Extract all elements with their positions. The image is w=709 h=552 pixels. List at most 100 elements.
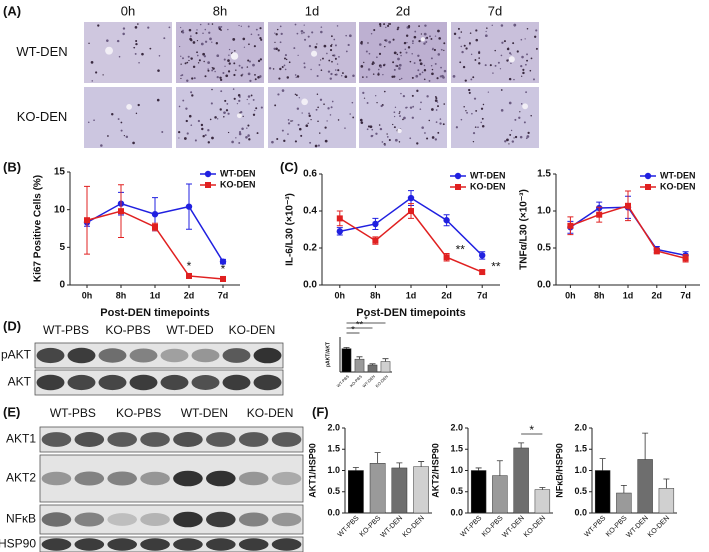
- stained-nucleus: [480, 121, 483, 124]
- stained-nucleus: [513, 78, 515, 81]
- stained-nucleus: [294, 93, 297, 96]
- stained-nucleus: [436, 77, 439, 80]
- blot-row-label: HSP90: [0, 537, 36, 551]
- stained-nucleus: [314, 144, 318, 148]
- error-bar: [418, 461, 425, 467]
- stained-nucleus: [184, 62, 187, 65]
- legend-label: WT-DEN: [220, 168, 256, 178]
- stained-nucleus: [381, 141, 384, 143]
- vessel: [420, 37, 425, 42]
- stained-nucleus: [458, 36, 461, 39]
- stained-nucleus: [138, 61, 140, 64]
- stained-nucleus: [404, 48, 407, 51]
- stained-nucleus: [524, 63, 527, 66]
- y-tick-label: 0: [59, 280, 65, 291]
- stained-nucleus: [415, 74, 419, 78]
- stained-nucleus: [411, 116, 414, 119]
- stained-nucleus: [219, 78, 223, 82]
- stained-nucleus: [372, 73, 375, 75]
- stained-nucleus: [134, 26, 138, 29]
- y-tick-label: 1.5: [450, 444, 463, 454]
- bar: [348, 470, 364, 514]
- stained-nucleus: [303, 38, 307, 41]
- bar: [616, 492, 632, 514]
- stained-nucleus: [207, 69, 210, 72]
- stained-nucleus: [182, 57, 184, 60]
- stained-nucleus: [225, 74, 229, 78]
- legend-marker: [644, 172, 652, 180]
- stained-nucleus: [519, 111, 521, 113]
- blot-band: [41, 471, 72, 486]
- stained-nucleus: [238, 24, 240, 27]
- stained-nucleus: [429, 35, 431, 38]
- row-label: WT-DEN: [16, 44, 67, 59]
- stained-nucleus: [252, 98, 255, 101]
- stained-nucleus: [303, 24, 305, 26]
- stained-nucleus: [211, 136, 214, 140]
- blot-band: [191, 348, 220, 363]
- annotation: *: [187, 259, 192, 273]
- data-point: [479, 252, 486, 259]
- stained-nucleus: [396, 65, 399, 67]
- blot-band: [107, 471, 137, 486]
- stained-nucleus: [471, 112, 473, 115]
- stained-nucleus: [255, 28, 258, 31]
- stained-nucleus: [398, 141, 401, 143]
- stained-nucleus: [524, 38, 526, 40]
- stained-nucleus: [418, 73, 422, 76]
- stained-nucleus: [392, 61, 395, 64]
- stained-nucleus: [284, 68, 287, 71]
- x-tick-label: 7d: [680, 290, 691, 300]
- stained-nucleus: [198, 59, 201, 62]
- stained-nucleus: [178, 130, 181, 134]
- stained-nucleus: [423, 64, 426, 67]
- x-tick-label: 8h: [370, 290, 381, 300]
- stained-nucleus: [376, 56, 378, 59]
- stained-nucleus: [462, 65, 466, 69]
- stained-nucleus: [431, 108, 434, 111]
- y-tick-label: 0.5: [574, 486, 587, 496]
- stained-nucleus: [412, 40, 414, 43]
- stained-nucleus: [472, 140, 475, 143]
- legend-label: WT-DEN: [470, 170, 506, 180]
- stained-nucleus: [315, 108, 318, 111]
- blot-row-label: pAKT: [1, 348, 32, 362]
- stained-nucleus: [435, 109, 438, 111]
- stained-nucleus: [231, 140, 234, 144]
- blot-band: [160, 374, 189, 391]
- column-label: 0h: [121, 3, 135, 18]
- stained-nucleus: [359, 118, 363, 122]
- stained-nucleus: [247, 95, 251, 98]
- stained-nucleus: [216, 118, 219, 120]
- error-bar: [369, 363, 376, 365]
- stained-nucleus: [233, 62, 236, 65]
- stained-nucleus: [500, 109, 504, 112]
- stained-nucleus: [259, 36, 262, 40]
- histology-image: [268, 87, 356, 148]
- x-tick-label: KO-DEN: [374, 374, 389, 389]
- stained-nucleus: [393, 51, 397, 55]
- stained-nucleus: [106, 39, 109, 42]
- stained-nucleus: [382, 73, 384, 76]
- stained-nucleus: [247, 124, 250, 127]
- stained-nucleus: [220, 26, 223, 28]
- stained-nucleus: [475, 29, 478, 32]
- stained-nucleus: [330, 106, 333, 109]
- bar: [637, 459, 653, 514]
- stained-nucleus: [480, 107, 484, 110]
- data-point: [118, 208, 124, 215]
- vessel: [508, 56, 515, 63]
- stained-nucleus: [141, 52, 144, 56]
- stained-nucleus: [275, 33, 278, 36]
- blot-band: [107, 432, 137, 447]
- y-tick-label: 0.2: [303, 243, 317, 254]
- stained-nucleus: [207, 129, 210, 132]
- stained-nucleus: [238, 141, 241, 144]
- stained-nucleus: [193, 77, 196, 80]
- stained-nucleus: [352, 116, 355, 119]
- stained-nucleus: [333, 54, 336, 57]
- data-point: [408, 208, 414, 214]
- stained-nucleus: [254, 109, 256, 112]
- stained-nucleus: [391, 75, 394, 79]
- stained-nucleus: [419, 62, 423, 66]
